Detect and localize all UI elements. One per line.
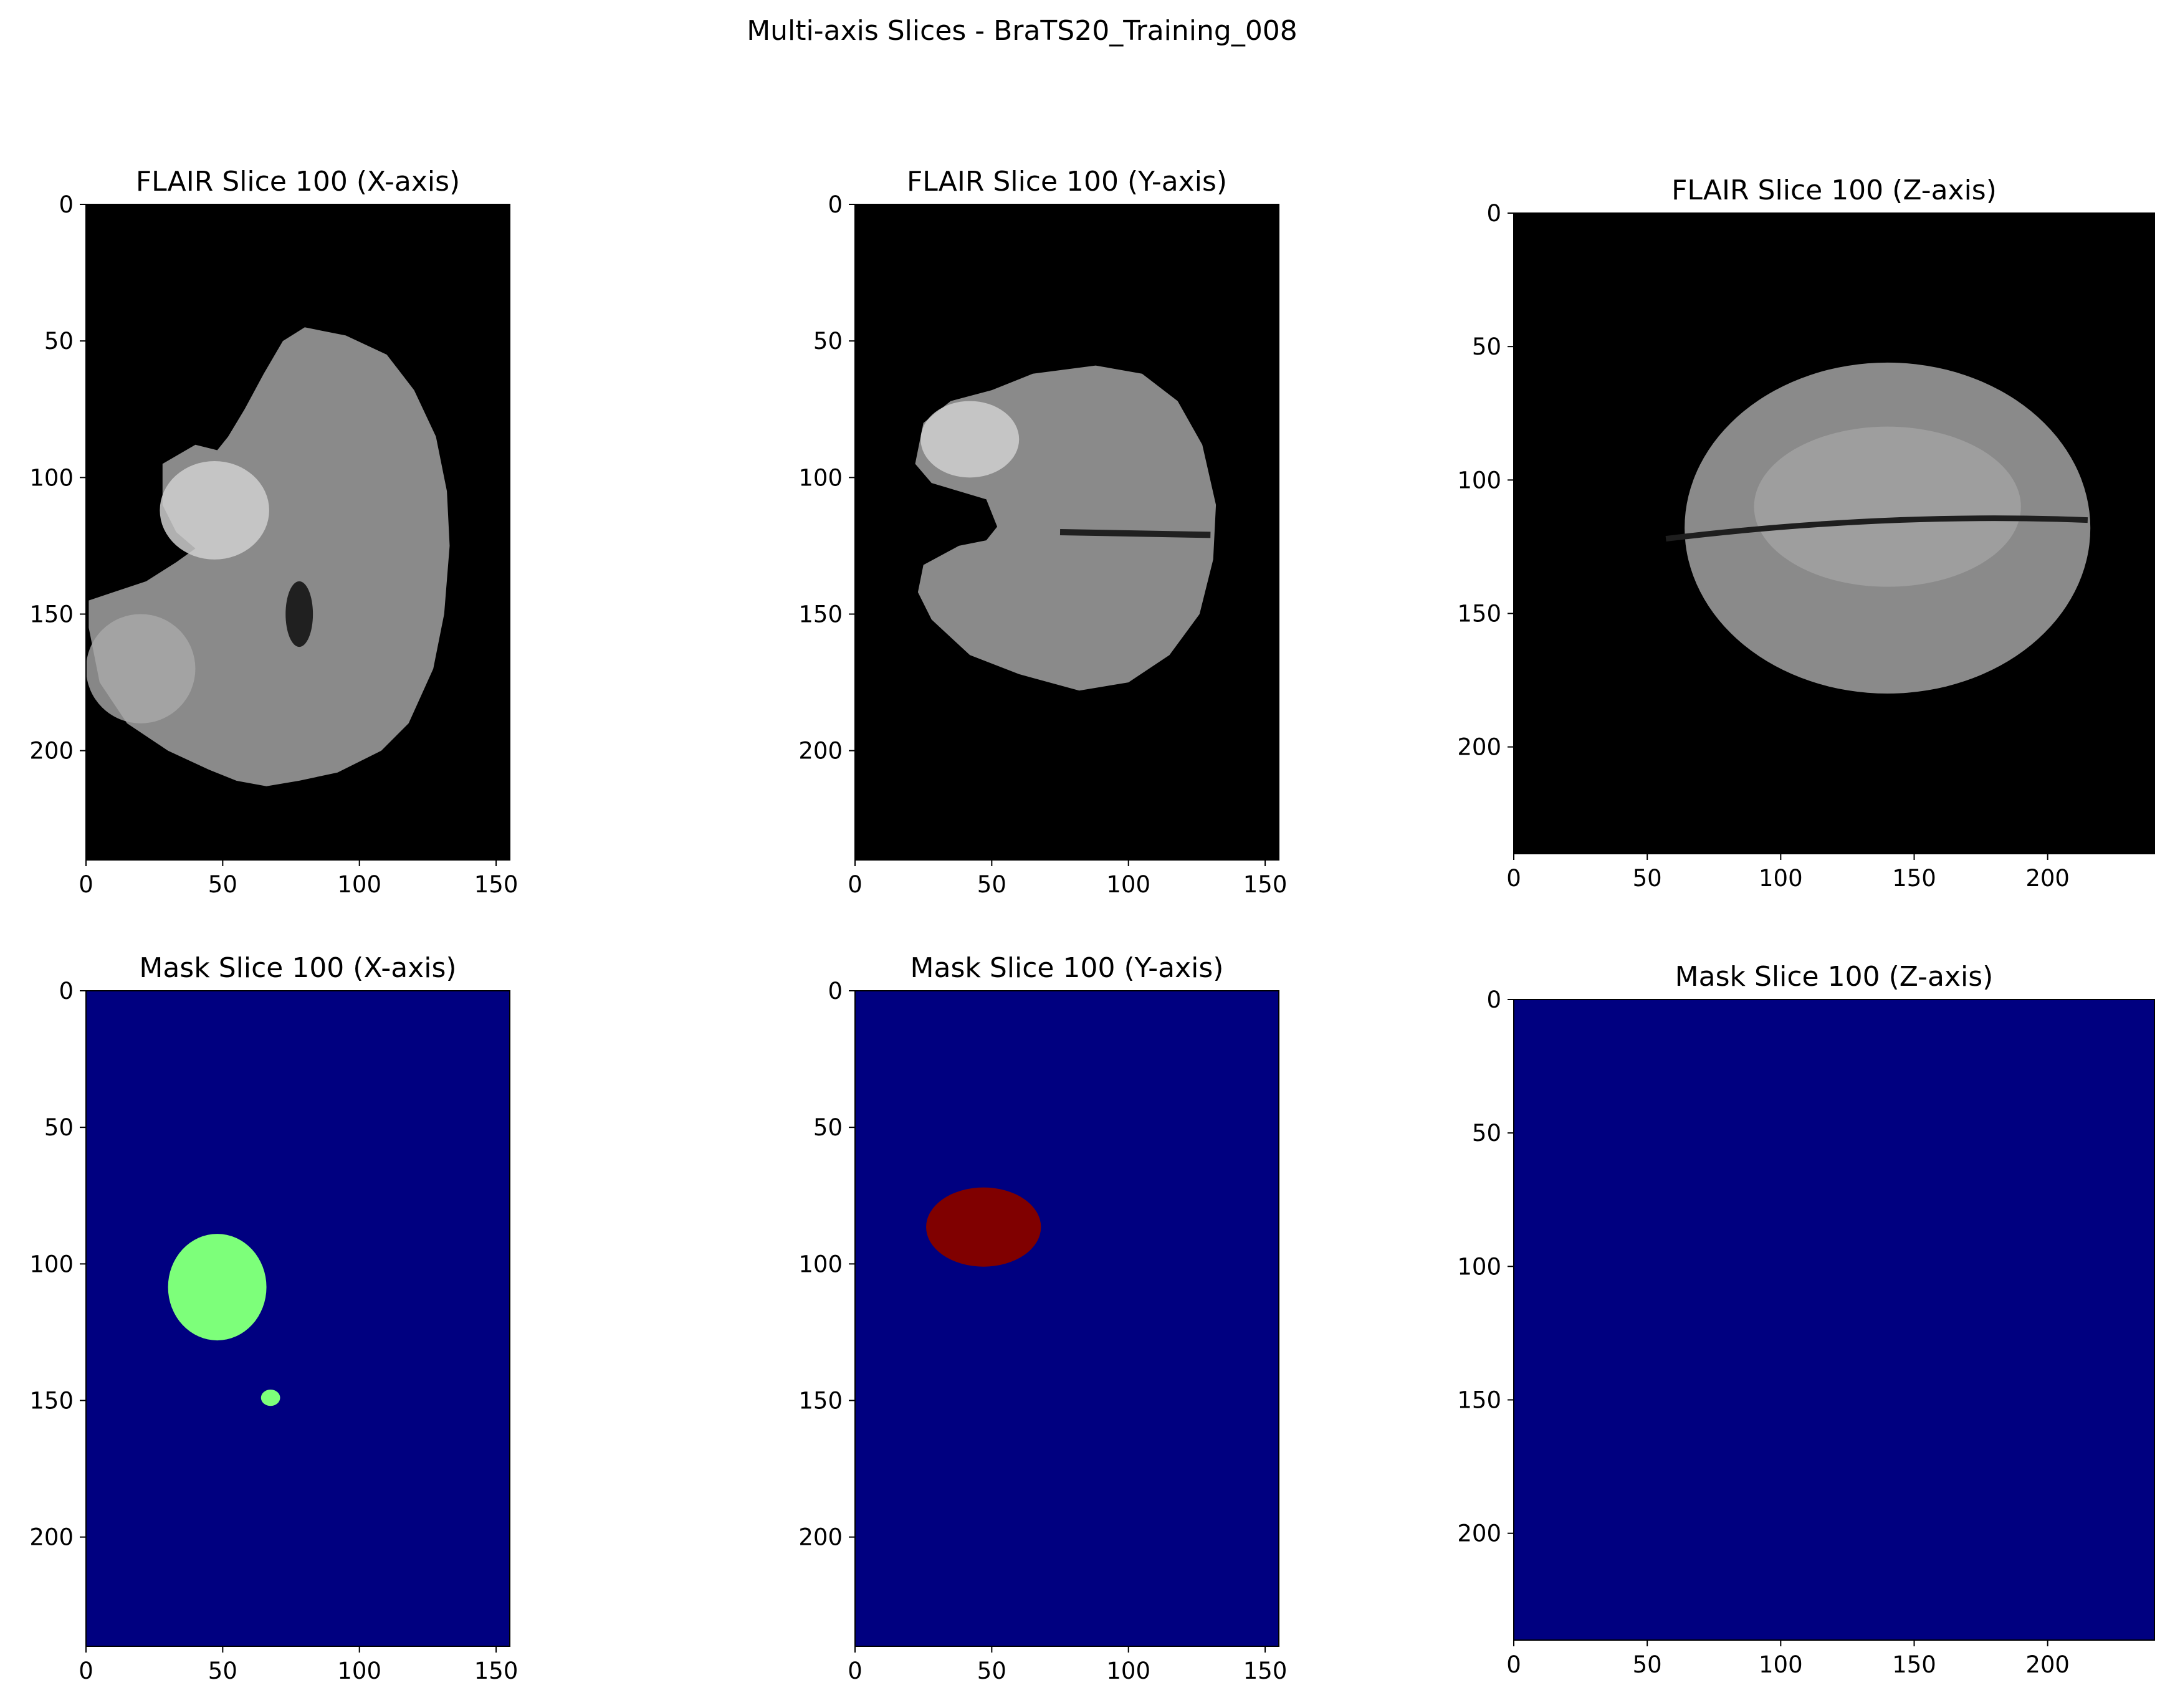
y-tick-label: 150 [1457, 601, 1501, 627]
brain-image [915, 365, 1216, 691]
y-tick-label: 0 [59, 978, 74, 1004]
x-tick-label: 50 [977, 1658, 1006, 1684]
x-tick-label: 0 [848, 1658, 863, 1684]
y-tick-label: 200 [1457, 734, 1501, 761]
x-tick-label: 100 [337, 871, 381, 898]
x-tick-label: 0 [848, 871, 863, 898]
panels-container: FLAIR Slice 100 (X-axis) 0 50 100 150 0 50 100 1… [29, 166, 2155, 1684]
y-tick-label: 50 [813, 1114, 843, 1141]
axes-frame [85, 990, 510, 1647]
x-tick-label: 150 [1892, 865, 1936, 892]
panel-5: Mask Slice 100 (Y-axis) 0 50 100 150 0 50 100 15… [798, 952, 1287, 1684]
y-tick-label: 200 [29, 1524, 74, 1551]
y-tick-label: 50 [44, 1114, 74, 1141]
mask-image-background [855, 991, 1279, 1646]
dark-region [285, 581, 313, 647]
brain-image [86, 327, 450, 786]
x-tick-label: 100 [1759, 1651, 1803, 1678]
axes-frame [85, 204, 510, 861]
y-tick-label: 100 [29, 464, 74, 491]
bright-lesion [160, 461, 269, 560]
x-tick-label: 50 [1633, 1651, 1662, 1678]
figure-suptitle: Multi-axis Slices - BraTS20_Training_008 [747, 15, 1298, 47]
y-tick-label: 50 [1472, 333, 1501, 360]
y-tick-label: 50 [813, 328, 843, 355]
y-tick-label: 100 [1457, 1253, 1501, 1280]
y-tick-label: 0 [59, 191, 74, 218]
y-tick-label: 150 [1457, 1387, 1501, 1414]
y-tick-label: 0 [828, 978, 843, 1004]
panel-title: Mask Slice 100 (X-axis) [139, 952, 456, 984]
y-tick-label: 50 [44, 328, 74, 355]
x-tick-label: 50 [1633, 865, 1662, 892]
y-tick-label: 150 [798, 1388, 843, 1415]
dark-fissure [1059, 529, 1211, 538]
mask-image-background [1514, 1000, 2154, 1640]
panel-title: FLAIR Slice 100 (X-axis) [136, 166, 460, 198]
y-tick-label: 200 [798, 738, 843, 765]
x-tick-label: 150 [474, 871, 519, 898]
x-tick-label: 100 [1106, 871, 1150, 898]
y-tick-label: 200 [1457, 1520, 1501, 1547]
panel-title: FLAIR Slice 100 (Y-axis) [907, 166, 1227, 198]
y-tick-label: 0 [1486, 200, 1501, 227]
panel-title: Mask Slice 100 (Y-axis) [911, 952, 1224, 984]
x-tick-label: 150 [474, 1658, 519, 1684]
panel-title: Mask Slice 100 (Z-axis) [1675, 961, 1994, 993]
x-tick-label: 150 [1243, 1658, 1288, 1684]
axes-frame [854, 204, 1279, 861]
x-tick-label: 100 [337, 1658, 381, 1684]
mask-region-1 [926, 1187, 1041, 1267]
y-tick-label: 100 [1457, 467, 1501, 494]
x-tick-label: 0 [79, 1658, 93, 1684]
y-tick-label: 200 [29, 738, 74, 765]
x-tick-label: 50 [208, 871, 237, 898]
panel-title: FLAIR Slice 100 (Z-axis) [1671, 174, 1997, 206]
axes-frame [1513, 999, 2155, 1641]
x-tick-label: 50 [977, 871, 1006, 898]
x-tick-label: 50 [208, 1658, 237, 1684]
y-tick-label: 150 [29, 601, 74, 628]
bright-region [920, 401, 1020, 478]
x-tick-label: 150 [1243, 871, 1288, 898]
bright-region [86, 614, 196, 723]
x-tick-label: 100 [1759, 865, 1803, 892]
y-tick-label: 0 [1486, 986, 1501, 1013]
mask-region-2 [260, 1389, 280, 1406]
x-tick-label: 200 [2025, 1651, 2070, 1678]
mask-image-background [86, 991, 510, 1646]
x-tick-label: 0 [1506, 1651, 1521, 1678]
x-tick-label: 0 [79, 871, 93, 898]
panel-6: Mask Slice 100 (Z-axis) 0 50 100 150 200 0 50 10… [1457, 961, 2155, 1678]
y-tick-label: 0 [828, 191, 843, 218]
y-tick-label: 150 [29, 1388, 74, 1415]
x-tick-label: 150 [1892, 1651, 1936, 1678]
midline-fissure [1665, 515, 2088, 542]
panel-3: FLAIR Slice 100 (Z-axis) 0 50 100 150 200 0 50 1… [1457, 174, 2155, 892]
x-tick-label: 0 [1506, 865, 1521, 892]
y-tick-label: 200 [798, 1524, 843, 1551]
y-tick-label: 100 [798, 1251, 843, 1277]
white-matter [1754, 426, 2021, 587]
axes-frame [1513, 212, 2155, 854]
mask-region-1 [168, 1234, 267, 1341]
x-tick-label: 200 [2025, 865, 2070, 892]
y-tick-label: 50 [1472, 1120, 1501, 1147]
axes-frame [854, 990, 1279, 1647]
y-tick-label: 150 [798, 601, 843, 628]
panel-2: FLAIR Slice 100 (Y-axis) 0 50 100 150 0 50 100 1… [798, 166, 1287, 898]
brain-image [1665, 362, 2091, 694]
y-tick-label: 100 [29, 1251, 74, 1277]
panel-1: FLAIR Slice 100 (X-axis) 0 50 100 150 0 50 100 1… [29, 166, 518, 898]
panel-4: Mask Slice 100 (X-axis) 0 50 100 150 0 50 100 15… [29, 952, 518, 1684]
x-tick-label: 100 [1106, 1658, 1150, 1684]
y-tick-label: 100 [798, 464, 843, 491]
